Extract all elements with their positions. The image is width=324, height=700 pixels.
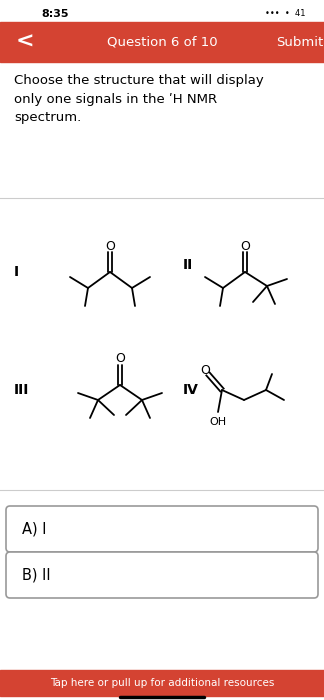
Text: 8:35: 8:35: [41, 9, 69, 19]
Text: A) I: A) I: [22, 522, 47, 536]
FancyBboxPatch shape: [6, 506, 318, 552]
Text: <: <: [16, 32, 35, 52]
Text: Tap here or pull up for additional resources: Tap here or pull up for additional resou…: [50, 678, 274, 688]
Text: O: O: [200, 363, 210, 377]
Text: I: I: [14, 265, 19, 279]
Text: Question 6 of 10: Question 6 of 10: [107, 36, 217, 48]
Text: O: O: [115, 353, 125, 365]
Text: Choose the structure that will display
only one signals in the ʹH NMR
spectrum.: Choose the structure that will display o…: [14, 74, 264, 124]
Text: •••  •  41: ••• • 41: [265, 10, 306, 18]
FancyBboxPatch shape: [6, 552, 318, 598]
Text: IV: IV: [183, 383, 199, 397]
Text: OH: OH: [209, 417, 226, 427]
Text: B) II: B) II: [22, 568, 51, 582]
Bar: [0, 670, 324, 696]
Bar: [0, 22, 324, 62]
Text: O: O: [105, 239, 115, 253]
Text: III: III: [14, 383, 29, 397]
Text: II: II: [183, 258, 193, 272]
Text: Submit: Submit: [276, 36, 324, 48]
Text: O: O: [240, 239, 250, 253]
